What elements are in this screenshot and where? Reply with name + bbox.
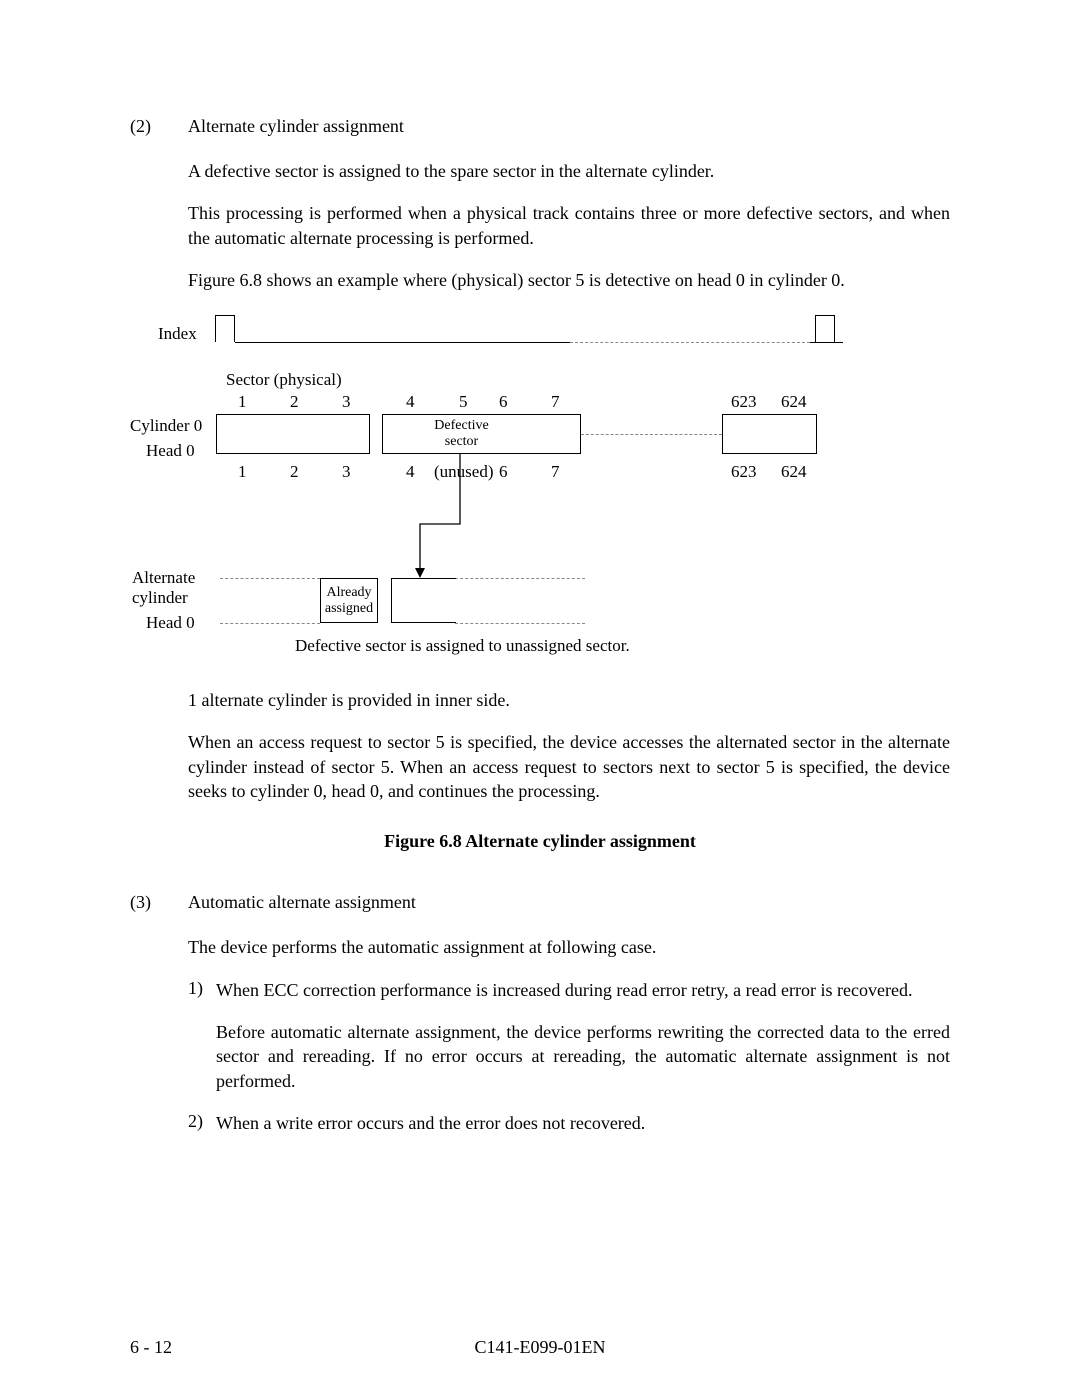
alt-sector-box-target (391, 578, 443, 623)
alt-sector-box-assigned: Already assigned (320, 578, 378, 623)
section-2-number: (2) (130, 116, 188, 137)
index-pulse-right (815, 315, 835, 342)
para-4: 1 alternate cylinder is provided in inne… (188, 688, 950, 712)
sector-box-2 (267, 414, 319, 454)
index-pulse-left (215, 315, 235, 342)
section-3-title: Automatic alternate assignment (188, 892, 416, 913)
section-3-number: (3) (130, 892, 188, 913)
index-line-dotted (570, 342, 810, 343)
label-cylinder-0: Cylinder 0 (130, 416, 202, 436)
figure-caption: Figure 6.8 Alternate cylinder assignment (130, 831, 950, 852)
sector-box-1 (216, 414, 268, 454)
sector-box-624 (769, 414, 817, 454)
topnum-5: 5 (459, 392, 468, 412)
list-item-1-after-spacer (188, 1020, 216, 1093)
figure-undercaption: Defective sector is assigned to unassign… (295, 636, 630, 656)
topnum-623: 623 (731, 392, 757, 412)
botnum-7: 7 (551, 462, 560, 482)
list-item-1-text: When ECC correction performance is incre… (216, 978, 912, 1002)
topnum-624: 624 (781, 392, 807, 412)
alt-bot-dotted-left (220, 623, 320, 624)
alt-sector-box-extra (442, 578, 456, 623)
botnum-623: 623 (731, 462, 757, 482)
label-sector-physical: Sector (physical) (226, 370, 342, 390)
sector-box-3 (318, 414, 370, 454)
botnum-624: 624 (781, 462, 807, 482)
list-item-2-text: When a write error occurs and the error … (216, 1111, 645, 1135)
section-2-after-fig: 1 alternate cylinder is provided in inne… (188, 688, 950, 803)
label-head-0: Head 0 (146, 441, 195, 461)
label-alt-cyl-1: Alternate (132, 568, 195, 588)
label-head-0-b: Head 0 (146, 613, 195, 633)
topnum-1: 1 (238, 392, 247, 412)
botnum-2: 2 (290, 462, 299, 482)
sector-box-623 (722, 414, 770, 454)
topnum-7: 7 (551, 392, 560, 412)
topnum-3: 3 (342, 392, 351, 412)
label-already-2: assigned (321, 601, 377, 616)
list-item-1: 1) When ECC correction performance is in… (188, 978, 950, 1002)
para-1: A defective sector is assigned to the sp… (188, 159, 950, 183)
botnum-6: 6 (499, 462, 508, 482)
para-7: Before automatic alternate assignment, t… (216, 1020, 950, 1093)
label-index: Index (158, 324, 197, 344)
label-alt-cyl-2: cylinder (132, 588, 188, 608)
section-3-heading: (3) Automatic alternate assignment (130, 892, 950, 913)
index-line-1 (235, 342, 570, 343)
label-defective-2: sector (433, 434, 490, 449)
alt-top-dotted-right (455, 578, 585, 579)
section-2-body: A defective sector is assigned to the sp… (188, 159, 950, 292)
sector-box-6 (490, 414, 530, 454)
section-2-heading: (2) Alternate cylinder assignment (130, 116, 950, 137)
arrow-defective-to-alternate (390, 454, 470, 580)
para-2: This processing is performed when a phys… (188, 201, 950, 250)
botnum-3: 3 (342, 462, 351, 482)
list-item-2-num: 2) (188, 1111, 216, 1135)
botnum-1: 1 (238, 462, 247, 482)
section-3-body: The device performs the automatic assign… (188, 935, 950, 1135)
topnum-6: 6 (499, 392, 508, 412)
topnum-2: 2 (290, 392, 299, 412)
para-5: When an access request to sector 5 is sp… (188, 730, 950, 803)
sector-box-4 (382, 414, 434, 454)
list-item-1-after: Before automatic alternate assignment, t… (188, 1020, 950, 1093)
footer-doc-id: C141-E099-01EN (130, 1337, 950, 1358)
sector-row-dotted (581, 434, 722, 435)
section-2-title: Alternate cylinder assignment (188, 116, 404, 137)
figure-6-8: Index Sector (physical) 1 2 3 4 5 6 7 62… (130, 310, 950, 678)
sector-box-7 (529, 414, 581, 454)
topnum-4: 4 (406, 392, 415, 412)
para-6: The device performs the automatic assign… (188, 935, 950, 959)
index-line-2 (810, 342, 835, 343)
page: (2) Alternate cylinder assignment A defe… (0, 0, 1080, 1397)
para-3: Figure 6.8 shows an example where (physi… (188, 268, 950, 292)
index-line-3 (835, 342, 843, 343)
alt-bot-dotted-right (455, 623, 585, 624)
label-already-1: Already (321, 579, 377, 600)
list-item-1-num: 1) (188, 978, 216, 1002)
alt-top-dotted-left (220, 578, 320, 579)
label-defective-1: Defective (433, 415, 490, 433)
sector-box-5: Defective sector (433, 414, 491, 454)
list-item-2: 2) When a write error occurs and the err… (188, 1111, 950, 1135)
